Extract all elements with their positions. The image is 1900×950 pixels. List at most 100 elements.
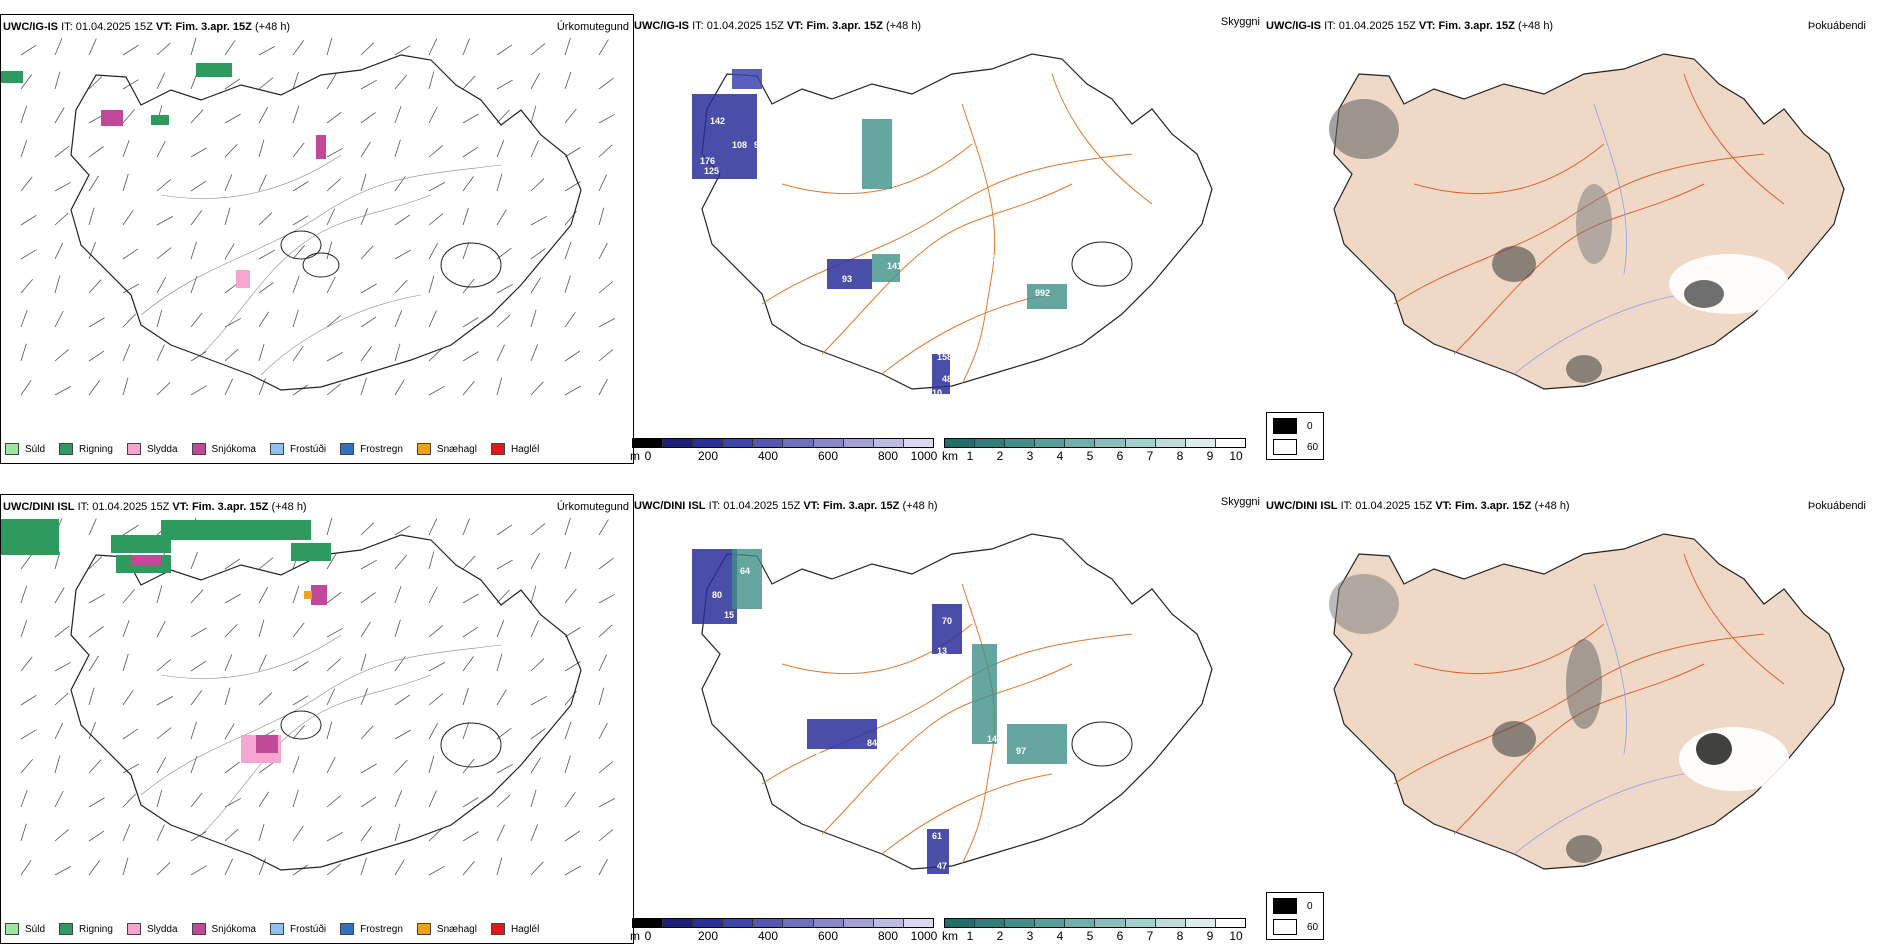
legend-item: Slydda bbox=[126, 443, 178, 455]
wind-barb bbox=[88, 593, 105, 604]
cloud-label: 101 bbox=[836, 751, 851, 761]
wind-barb bbox=[564, 385, 581, 396]
wind-barb bbox=[88, 146, 104, 158]
wind-barb bbox=[394, 343, 401, 362]
wind-barb bbox=[224, 113, 241, 124]
wind-barb bbox=[462, 593, 479, 604]
wind-barb bbox=[326, 688, 336, 706]
wind-barb bbox=[292, 142, 305, 158]
legend-swatch bbox=[5, 923, 19, 935]
wind-barb bbox=[156, 862, 171, 876]
wind-barb bbox=[496, 283, 513, 294]
wind-barb bbox=[88, 380, 101, 396]
panel-header: UWC/DINI ISL IT: 01.04.2025 15Z VT: Fim.… bbox=[1266, 500, 1570, 512]
wind-barb bbox=[122, 824, 131, 842]
wind-barb bbox=[258, 587, 269, 604]
wind-barb bbox=[156, 277, 167, 294]
cloud-label: 84 bbox=[867, 738, 877, 748]
wind-barb bbox=[292, 384, 309, 396]
wind-barb bbox=[292, 789, 299, 808]
wind-barb bbox=[564, 275, 571, 294]
wind-barb bbox=[462, 860, 475, 876]
wind-barb bbox=[292, 864, 309, 876]
wind-barb bbox=[564, 108, 577, 124]
wind-barb bbox=[530, 585, 537, 604]
wind-barb bbox=[496, 140, 505, 158]
wind-barb bbox=[598, 519, 609, 536]
wind-barb bbox=[462, 831, 479, 842]
wind-barb bbox=[54, 551, 61, 570]
wind-barb bbox=[190, 385, 207, 396]
wind-barb bbox=[326, 863, 342, 876]
wind-barb bbox=[88, 350, 105, 362]
wind-barb bbox=[156, 824, 165, 842]
legend-item: Rigning bbox=[59, 443, 113, 455]
wind-barb bbox=[190, 351, 207, 362]
wind-barb bbox=[360, 283, 377, 294]
wind-barb bbox=[326, 517, 333, 536]
cloud-panel-bottom: UWC/DINI ISL IT: 01.04.2025 15Z VT: Fim.… bbox=[630, 494, 1264, 943]
wind-barb bbox=[258, 282, 274, 294]
wind-barb bbox=[258, 46, 275, 56]
wind-barb bbox=[224, 39, 236, 56]
wind-barb bbox=[190, 690, 203, 706]
wind-barb bbox=[20, 554, 33, 570]
wind-barb bbox=[326, 721, 333, 740]
wind-barb bbox=[598, 39, 609, 56]
legend-item: Snjókoma bbox=[191, 923, 256, 935]
wind-barb bbox=[258, 249, 275, 260]
wind-barb bbox=[54, 790, 64, 808]
wind-barb bbox=[564, 865, 581, 876]
wind-barb bbox=[496, 173, 503, 192]
wind-barb bbox=[156, 696, 173, 706]
wind-barb bbox=[122, 619, 130, 638]
wind-barb bbox=[564, 721, 572, 740]
wind-barb bbox=[564, 147, 581, 158]
wind-barb bbox=[394, 859, 405, 876]
wind-barb bbox=[530, 344, 539, 362]
legend-swatch bbox=[340, 923, 355, 935]
wind-barb bbox=[190, 312, 203, 328]
wind-barb bbox=[326, 73, 337, 90]
wind-barb bbox=[88, 830, 105, 842]
wind-barb bbox=[564, 755, 571, 774]
cloud-panel-top: UWC/IG-IS IT: 01.04.2025 15Z VT: Fim. 3.… bbox=[630, 14, 1264, 463]
wind-barb bbox=[258, 174, 267, 192]
wind-barb bbox=[496, 589, 510, 604]
wind-barb bbox=[530, 140, 539, 158]
wind-barb bbox=[224, 558, 241, 570]
wind-barb bbox=[462, 518, 470, 536]
wind-barb bbox=[88, 759, 102, 774]
wind-barb bbox=[428, 518, 438, 536]
cloud-label: 90 bbox=[782, 84, 792, 94]
legend-swatch bbox=[269, 923, 284, 935]
wind-barb bbox=[394, 214, 411, 226]
wind-barb bbox=[360, 796, 377, 808]
wind-barb bbox=[20, 215, 37, 226]
panel-title: Þokuábendi bbox=[1807, 500, 1866, 512]
wind-barb bbox=[360, 653, 367, 672]
legend-swatch bbox=[490, 923, 505, 935]
visibility-colorbar: km 1 2 3 4 5 6 7 8 9 10 bbox=[942, 918, 1246, 943]
wind-barb bbox=[428, 38, 438, 56]
wind-barb bbox=[598, 722, 608, 740]
cloud-map: 64 80 15 70 13 84 89 101 90 148 149 97 6… bbox=[692, 533, 1213, 874]
legend-swatch bbox=[191, 443, 206, 455]
wind-barb bbox=[428, 106, 438, 124]
wind-barb bbox=[598, 349, 614, 362]
wind-barb bbox=[326, 352, 343, 362]
wind-barb bbox=[88, 279, 102, 294]
cloud-label: 141 bbox=[887, 261, 902, 271]
wind-barb bbox=[360, 245, 374, 260]
legend-swatch bbox=[269, 443, 284, 455]
wind-barb bbox=[564, 312, 576, 328]
wind-barb bbox=[258, 692, 273, 706]
legend-item: Rigning bbox=[59, 923, 113, 935]
wind-barb bbox=[292, 622, 305, 638]
wind-barb bbox=[190, 865, 207, 876]
wind-barb bbox=[54, 625, 70, 638]
cloud-label: 90 bbox=[944, 730, 954, 740]
wind-barb bbox=[88, 242, 96, 260]
wind-barb bbox=[326, 553, 337, 570]
wind-barb bbox=[326, 208, 336, 226]
